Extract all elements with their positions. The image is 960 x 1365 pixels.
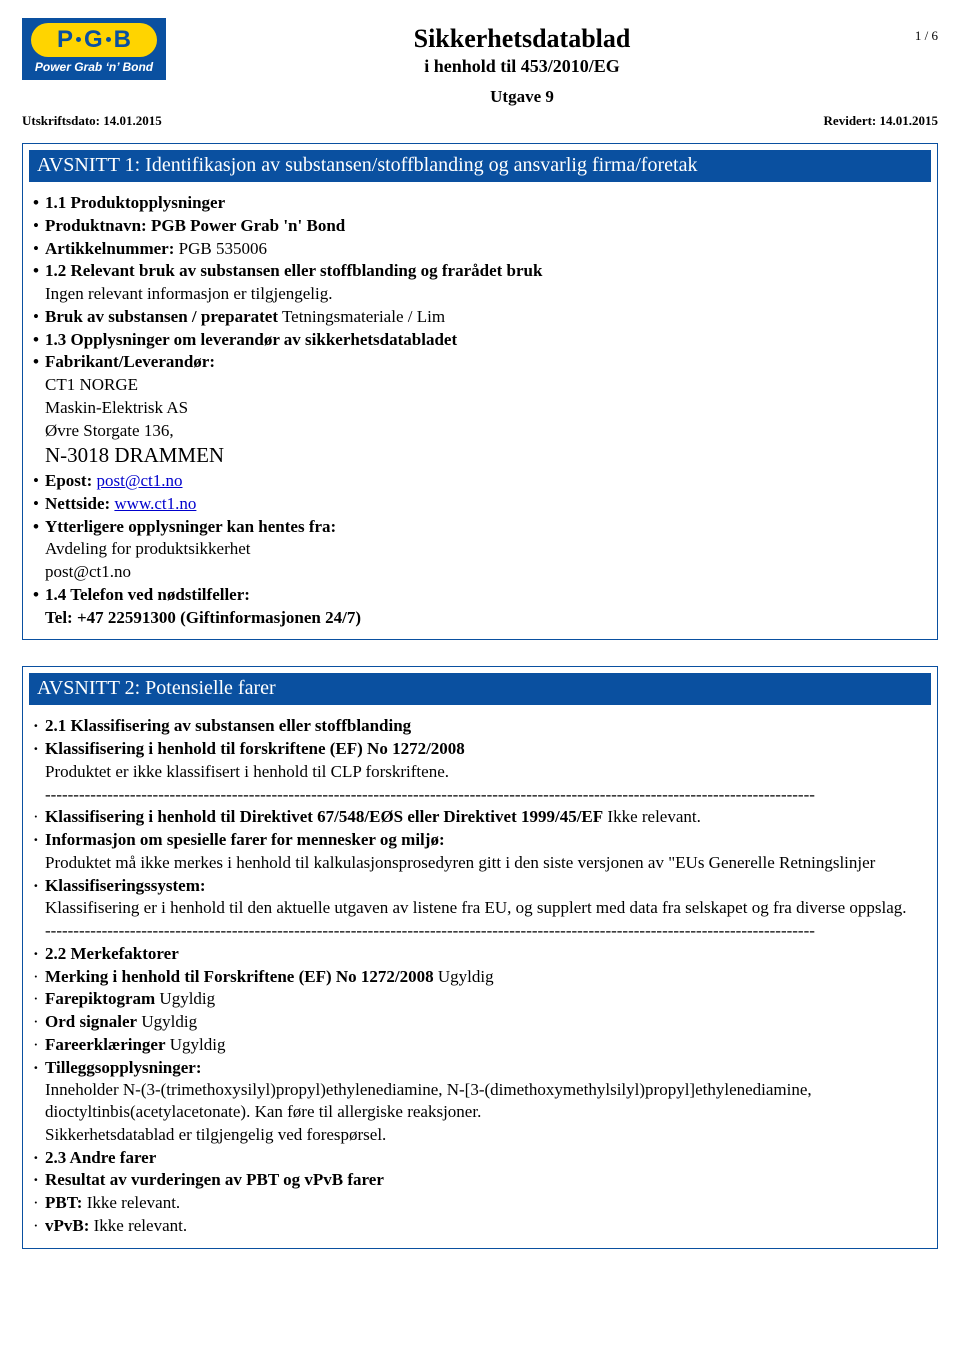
website-link[interactable]: www.ct1.no <box>114 494 196 513</box>
use-line: Bruk av substansen / preparatet Tetnings… <box>45 306 923 328</box>
moreinfo-label: Ytterligere opplysninger kan hentes fra: <box>45 516 923 538</box>
s2-3-heading: 2.3 Andre farer <box>45 1147 923 1169</box>
page: PGB ® Power Grab ‘n’ Bond Sikkerhetsdata… <box>0 0 960 1267</box>
emergency-tel: Tel: +47 22591300 (Giftinformasjonen 24/… <box>45 607 923 629</box>
special-text: Produktet må ikke merkes i henhold til k… <box>45 852 923 874</box>
product-name: Produktnavn: PGB Power Grab 'n' Bond <box>45 215 923 237</box>
section-1: AVSNITT 1: Identifikasjon av substansen/… <box>22 143 938 640</box>
email-line: Epost: post@ct1.no <box>45 470 923 492</box>
section-2: AVSNITT 2: Potensielle farer 2.1 Klassif… <box>22 666 938 1248</box>
registered-mark: ® <box>156 16 166 32</box>
divider-1: ----------------------------------------… <box>45 784 923 806</box>
s1-3-heading: 1.3 Opplysninger om leverandør av sikker… <box>45 329 923 351</box>
divider-2: ----------------------------------------… <box>45 920 923 942</box>
vpvb-line: vPvB: Ikke relevant. <box>45 1215 923 1237</box>
signal-line: Ord signaler Ugyldig <box>45 1011 923 1033</box>
s1-2-text: Ingen relevant informasjon er tilgjengel… <box>45 283 923 305</box>
s1-2-heading: 1.2 Relevant bruk av substansen eller st… <box>45 260 923 282</box>
supplier-line-4: N-3018 DRAMMEN <box>45 442 923 469</box>
section-2-header: AVSNITT 2: Potensielle farer <box>28 672 932 706</box>
hazard-line: Fareerklæringer Ugyldig <box>45 1034 923 1056</box>
page-number: 1 / 6 <box>878 28 938 44</box>
brand-logo: PGB ® Power Grab ‘n’ Bond <box>22 18 166 80</box>
classys-text: Klassifisering er i henhold til den aktu… <box>45 897 923 919</box>
supplier-line-3: Øvre Storgate 136, <box>45 420 923 442</box>
supplier-label: Fabrikant/Leverandør: <box>45 351 923 373</box>
pbt-title: Resultat av vurderingen av PBT og vPvB f… <box>45 1169 923 1191</box>
marking-line: Merking i henhold til Forskriftene (EF) … <box>45 966 923 988</box>
logo-oval: PGB ® <box>31 23 157 57</box>
revised-date: Revidert: 14.01.2015 <box>824 113 938 129</box>
suppl-text-1: Inneholder N-(3-(trimethoxysilyl)propyl)… <box>45 1079 923 1123</box>
email-link[interactable]: post@ct1.no <box>96 471 182 490</box>
pbt-line: PBT: Ikke relevant. <box>45 1192 923 1214</box>
doc-edition: Utgave 9 <box>166 87 878 107</box>
web-line: Nettside: www.ct1.no <box>45 493 923 515</box>
special-label: Informasjon om spesielle farer for menne… <box>45 829 923 851</box>
logo-box: PGB ® Power Grab ‘n’ Bond <box>22 18 166 80</box>
section-1-body: 1.1 Produktopplysninger Produktnavn: PGB… <box>23 185 937 628</box>
suppl-label: Tilleggsopplysninger: <box>45 1057 923 1079</box>
article-number: Artikkelnummer: PGB 535006 <box>45 238 923 260</box>
supplier-line-2: Maskin-Elektrisk AS <box>45 397 923 419</box>
meta-row: Utskriftsdato: 14.01.2015 Revidert: 14.0… <box>22 113 938 129</box>
s1-4-heading: 1.4 Telefon ved nødstilfeller: <box>45 584 923 606</box>
document-header: PGB ® Power Grab ‘n’ Bond Sikkerhetsdata… <box>22 18 938 107</box>
pictogram-line: Farepiktogram Ugyldig <box>45 988 923 1010</box>
s2-2-heading: 2.2 Merkefaktorer <box>45 943 923 965</box>
s1-1-heading: 1.1 Produktopplysninger <box>45 192 923 214</box>
section-1-header: AVSNITT 1: Identifikasjon av substansen/… <box>28 149 932 183</box>
clp-label: Klassifisering i henhold til forskriften… <box>45 738 923 760</box>
logo-tagline: Power Grab ‘n’ Bond <box>35 60 153 74</box>
clp-text: Produktet er ikke klassifisert i henhold… <box>45 761 923 783</box>
moreinfo-1: Avdeling for produktsikkerhet <box>45 538 923 560</box>
print-date: Utskriftsdato: 14.01.2015 <box>22 113 162 129</box>
classys-label: Klassifiseringssystem: <box>45 875 923 897</box>
doc-subtitle: i henhold til 453/2010/EG <box>166 56 878 77</box>
doc-title: Sikkerhetsdatablad <box>166 24 878 54</box>
suppl-text-2: Sikkerhetsdatablad er tilgjengelig ved f… <box>45 1124 923 1146</box>
section-2-body: 2.1 Klassifisering av substansen eller s… <box>23 708 937 1236</box>
moreinfo-2: post@ct1.no <box>45 561 923 583</box>
directive-line: Klassifisering i henhold til Direktivet … <box>45 806 923 828</box>
supplier-line-1: CT1 NORGE <box>45 374 923 396</box>
title-block: Sikkerhetsdatablad i henhold til 453/201… <box>166 18 878 107</box>
s2-1-heading: 2.1 Klassifisering av substansen eller s… <box>45 715 923 737</box>
